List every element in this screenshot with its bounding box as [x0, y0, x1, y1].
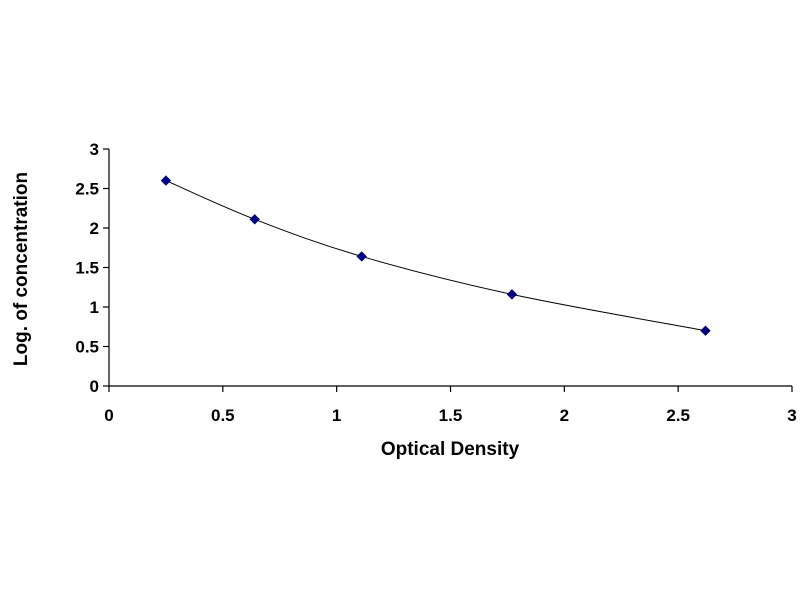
y-axis-ticks — [103, 148, 109, 387]
x-tick-label: 1 — [332, 406, 341, 425]
x-axis-ticks — [108, 386, 793, 392]
y-tick-label: 3 — [90, 140, 99, 159]
y-tick-label: 1.5 — [75, 259, 99, 278]
x-axis-title: Optical Density — [381, 439, 520, 460]
x-tick-label: 1.5 — [439, 406, 463, 425]
x-tick-labels: 0 0.5 1 1.5 2 2.5 3 — [104, 406, 796, 425]
y-tick-label: 1 — [90, 298, 99, 317]
x-tick-label: 3 — [787, 406, 796, 425]
x-tick-label: 0 — [104, 406, 113, 425]
data-markers — [160, 175, 711, 336]
trend-line — [165, 180, 706, 332]
y-tick-labels: 0 0.5 1 1.5 2 2.5 3 — [75, 140, 99, 396]
y-tick-label: 2 — [90, 219, 99, 238]
data-point — [249, 214, 260, 225]
y-tick-label: 2.5 — [75, 180, 99, 199]
y-tick-label: 0.5 — [75, 338, 99, 357]
y-tick-label: 0 — [90, 377, 99, 396]
data-point — [700, 325, 711, 336]
x-tick-label: 2 — [560, 406, 569, 425]
data-point — [160, 175, 172, 186]
data-point — [506, 289, 518, 300]
data-point — [356, 251, 367, 262]
x-tick-label: 0.5 — [211, 406, 235, 425]
x-tick-label: 2.5 — [666, 406, 690, 425]
y-axis-title: Log. of concentration — [11, 172, 32, 366]
